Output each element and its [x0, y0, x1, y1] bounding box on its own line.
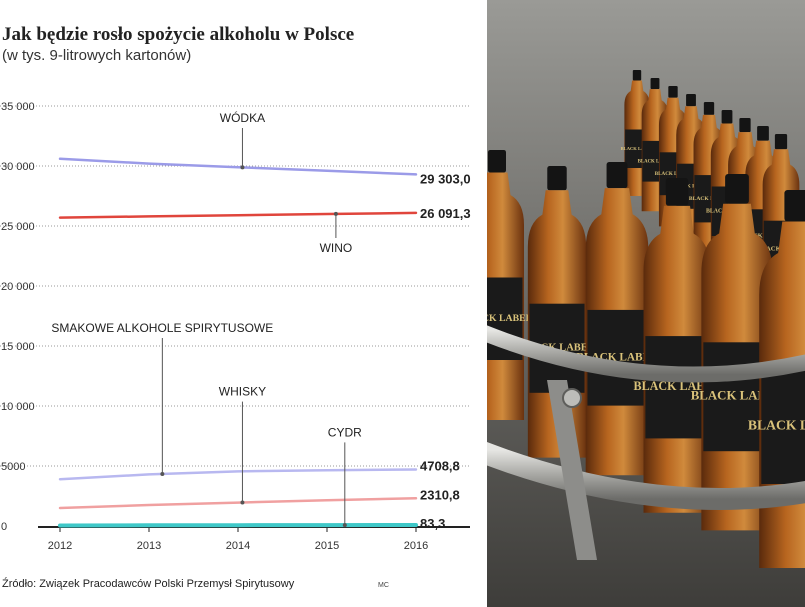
bottle-cap [703, 102, 715, 115]
annotation-dot [333, 211, 338, 216]
bottle-cap [632, 70, 642, 81]
series-label: WÓDKA [220, 110, 265, 125]
y-tick-label: 20 000 [1, 281, 35, 293]
chart-panel: Jak będzie rosło spożycie alkoholu w Pol… [0, 24, 471, 590]
annotation-labels: WÓDKA WINO SMAKOWE ALKOHOLE SPIRYTUSOWE WHI… [51, 110, 362, 439]
annotation-dot [342, 523, 347, 528]
bottle-label-text: BLACK LABEL [634, 379, 721, 393]
end-value-label: 4708,8 [420, 458, 460, 473]
bottle-label [761, 368, 805, 484]
series-line [58, 497, 418, 510]
bottle-cap [606, 162, 628, 189]
rail-bracket [547, 380, 597, 560]
bottle-label-text: BLACK LABEL [487, 313, 533, 324]
end-value-label: 2310,8 [420, 487, 460, 502]
bottle-label-text: BLACK LABEL [748, 417, 805, 432]
end-value-label: 83,3 [420, 516, 445, 531]
bottle-label-text: BLACK LABEL [621, 146, 654, 151]
bottle-label-text: BLACK LABEL [672, 183, 711, 189]
series-line [58, 468, 418, 481]
series-label: WHISKY [219, 385, 266, 399]
x-tick-labels: 2012 2013 2014 2015 2016 [48, 540, 428, 552]
series-label: SMAKOWE ALKOHOLE SPIRYTUSOWE [51, 321, 273, 335]
y-tick-label: 35 000 [1, 101, 35, 113]
annotation-leaders [160, 128, 347, 528]
bottle-cap [739, 118, 751, 133]
y-tick-labels: 0 5000 10 000 15 000 20 000 25 000 30 000 35 00… [1, 101, 35, 533]
bottle: BLACK LABEL [576, 162, 658, 476]
bottling-line-photo: BLACK LABEL BLACK LABEL BLACK LABEL BLACK L… [487, 0, 805, 607]
end-value-labels: 29 303,0 26 091,3 4708,8 2310,8 83,3 [420, 171, 471, 531]
series-lines [58, 157, 418, 528]
bottle-label-text: BLACK LABEL [655, 171, 692, 177]
chart-title: Jak będzie rosło spożycie alkoholu w Pol… [2, 24, 355, 45]
rail-bolt [562, 388, 582, 408]
bottle-label-text: BLACK LABEL [689, 196, 729, 202]
y-tick-label: 10 000 [1, 401, 35, 413]
x-tick-label: 2015 [315, 540, 339, 552]
x-tick-label: 2013 [137, 540, 161, 552]
x-tick-label: 2012 [48, 540, 72, 552]
bottle-label-text: BLACK LABEL [519, 343, 595, 354]
annotation-dot [160, 471, 165, 476]
bottle-cap [774, 134, 788, 150]
bottle-cap [757, 126, 769, 141]
y-tick-label: 25 000 [1, 221, 35, 233]
series-line [58, 157, 418, 176]
y-tick-label: 15 000 [1, 341, 35, 353]
bottle-cap [725, 174, 749, 204]
annotation-dot [240, 165, 245, 170]
source-note: Źródło: Związek Pracodawców Polski Przem… [2, 578, 295, 590]
bottle: BLACK LABEL [634, 178, 721, 513]
end-value-label: 26 091,3 [420, 206, 471, 221]
bottle-cap [650, 78, 660, 90]
bottle-cap [668, 86, 678, 98]
annotation-dot [240, 500, 245, 505]
bottle-cap [665, 178, 689, 206]
end-value-label: 29 303,0 [420, 171, 471, 186]
bottle-cap [686, 94, 696, 107]
guide-rail-upper [487, 325, 805, 383]
bottle-cap [784, 190, 805, 222]
x-tick-label: 2016 [404, 540, 428, 552]
y-tick-label: 30 000 [1, 161, 35, 173]
bottle-label-text: BLACK LABEL [638, 159, 673, 164]
bottle-cap [547, 166, 567, 191]
author-credit: MC [378, 582, 389, 589]
bottle-cap [721, 110, 733, 124]
gridlines [0, 105, 470, 467]
guide-rail-lower [487, 442, 805, 510]
chart-subtitle: (w tys. 9-litrowych kartonów) [2, 47, 192, 64]
bottle-cap [488, 150, 506, 173]
series-label: WINO [320, 241, 353, 255]
y-tick-label: 0 [1, 521, 7, 533]
bottle: BLACK LABEL [748, 190, 805, 568]
series-line [58, 523, 418, 528]
x-tick-label: 2014 [226, 540, 250, 552]
series-line [58, 211, 418, 219]
series-label: CYDR [328, 425, 362, 439]
line-chart: 0 5000 10 000 15 000 20 000 25 000 30 000 35 00… [0, 101, 471, 552]
x-axis [38, 526, 470, 532]
bottle-label [645, 336, 709, 439]
y-tick-label: 5000 [1, 461, 25, 473]
